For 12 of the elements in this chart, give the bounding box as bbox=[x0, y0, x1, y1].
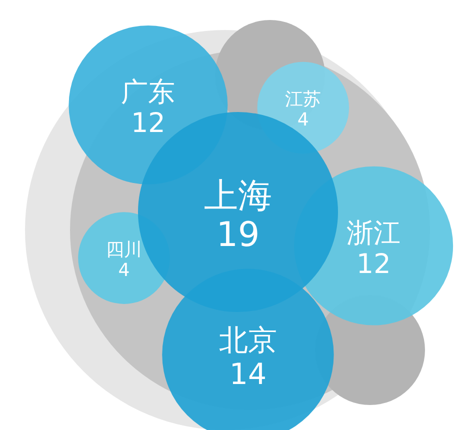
category-label: 浙江 bbox=[346, 218, 401, 249]
category-label: 北京 bbox=[218, 323, 277, 358]
category-label: 江苏 bbox=[285, 89, 322, 110]
category-label: 四川 bbox=[106, 239, 142, 260]
data-label: 12 bbox=[130, 108, 166, 139]
category-label: 上海 bbox=[204, 176, 272, 216]
data-label: 12 bbox=[356, 248, 391, 280]
data-label: 19 bbox=[216, 215, 260, 255]
data-label: 4 bbox=[297, 110, 309, 131]
data-label: 14 bbox=[229, 356, 267, 391]
data-label: 4 bbox=[118, 260, 130, 282]
category-label: 广东 bbox=[121, 76, 176, 108]
